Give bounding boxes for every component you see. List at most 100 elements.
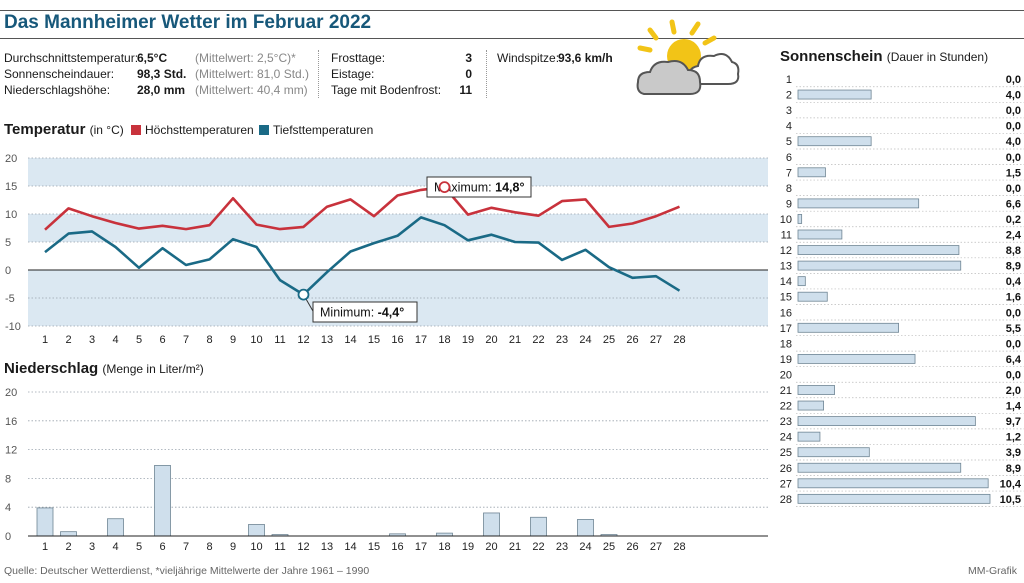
stat-value-avg-temp: 6,5°C: [137, 51, 168, 65]
stats-separator: [318, 50, 319, 98]
precip-xtick-label: 2: [65, 541, 71, 553]
sunshine-bar: [797, 214, 803, 224]
precip-ytick-label: 4: [5, 502, 11, 514]
temperature-xtick-label: 27: [650, 334, 662, 346]
temperature-xtick-label: 9: [230, 334, 236, 346]
precip-title: Niederschlag (Menge in Liter/m²): [4, 360, 204, 377]
precip-xtick-label: 9: [230, 541, 236, 553]
minimum-marker: [297, 288, 310, 301]
precip-xtick-label: 20: [485, 541, 497, 553]
sunshine-day-label: 25: [780, 447, 792, 459]
stat-label-precip: Niederschlagshöhe:: [4, 83, 111, 97]
sunshine-day-label: 15: [780, 292, 792, 304]
temperature-ytick-label: 20: [5, 153, 17, 165]
temperature-ytick-label: 15: [5, 181, 17, 193]
temperature-xtick-label: 20: [485, 334, 497, 346]
sunshine-day-label: 23: [780, 416, 792, 428]
precip-xtick-label: 8: [206, 541, 212, 553]
credit: MM-Grafik: [968, 565, 1017, 577]
title-rule: [0, 38, 1024, 39]
source-note: Quelle: Deutscher Wetterdienst, *vieljäh…: [4, 565, 370, 577]
sunshine-value-label: 1,2: [1006, 432, 1021, 444]
maximum-marker: [438, 181, 451, 194]
temperature-band: [28, 158, 768, 186]
sunshine-value-label: 0,0: [1006, 183, 1021, 195]
precip-ytick-label: 8: [5, 473, 11, 485]
temperature-ytick-label: -5: [5, 293, 15, 305]
sunshine-value-label: 1,5: [1006, 167, 1021, 179]
temperature-xtick-label: 7: [183, 334, 189, 346]
temperature-xtick-label: 12: [297, 334, 309, 346]
temperature-xtick-label: 10: [250, 334, 262, 346]
sunshine-day-label: 14: [780, 276, 792, 288]
sunshine-day-label: 28: [780, 494, 792, 506]
sunshine-day-label: 1: [786, 74, 792, 86]
sunshine-bar: [797, 245, 960, 255]
temperature-title-text: Temperatur: [4, 121, 86, 138]
sunshine-day-label: 7: [786, 167, 792, 179]
stat-label-sunshine: Sonnenscheindauer:: [4, 67, 115, 81]
precip-xtick-label: 10: [250, 541, 262, 553]
sunshine-bar: [797, 89, 872, 100]
stat-mean-avg-temp: (Mittelwert: 2,5°C)*: [195, 51, 296, 65]
sunshine-bar: [797, 478, 989, 489]
sunshine-value-label: 9,7: [1006, 416, 1021, 428]
sunshine-bar: [797, 322, 899, 333]
legend-low: Tiefsttemperaturen: [259, 123, 373, 137]
low-temperature-line: [44, 216, 681, 296]
stats-separator: [486, 50, 487, 98]
minimum-box: [312, 301, 418, 323]
sunshine-chart: 1 0,0 2 4,0 3 0,0 4 0,0 5 4,0 6 0,0 7 1,5 8 0,0 9 6,6 10 0,…: [780, 74, 1024, 507]
sunshine-day-label: 21: [780, 385, 792, 397]
precip-title-text: Niederschlag: [4, 360, 99, 377]
page-title: Das Mannheimer Wetter im Februar 2022: [4, 12, 372, 33]
precip-xtick-label: 27: [650, 541, 662, 553]
sunshine-day-label: 10: [780, 214, 792, 226]
stat-mean-precip: (Mittelwert: 40,4 mm): [195, 83, 308, 97]
top-rule: [0, 10, 1024, 11]
sunshine-value-label: 0,0: [1006, 369, 1021, 381]
sunshine-day-label: 26: [780, 463, 792, 475]
sunshine-bar: [797, 431, 821, 442]
temperature-xtick-label: 28: [673, 334, 685, 346]
sunshine-value-label: 0,0: [1006, 338, 1021, 350]
precip-xtick-label: 16: [391, 541, 403, 553]
sunshine-day-label: 27: [780, 478, 792, 490]
sunshine-bar: [797, 291, 828, 302]
precip-bar: [154, 465, 171, 537]
sunshine-bar: [797, 353, 916, 364]
precip-bar: [248, 524, 265, 537]
temperature-xtick-label: 19: [462, 334, 474, 346]
temperature-xtick-label: 16: [391, 334, 403, 346]
sunshine-bar: [797, 493, 991, 504]
stat-value-ice-days: 0: [465, 67, 472, 81]
temperature-xtick-label: 21: [509, 334, 521, 346]
precip-bar: [577, 519, 594, 537]
precip-xtick-label: 21: [509, 541, 521, 553]
precip-ytick-label: 20: [5, 387, 17, 399]
sunshine-value-label: 0,0: [1006, 307, 1021, 319]
sunshine-day-label: 16: [780, 307, 792, 319]
sunshine-day-label: 4: [786, 121, 792, 133]
sunshine-value-label: 10,5: [1000, 494, 1021, 506]
sunshine-day-label: 18: [780, 338, 792, 350]
precip-bar: [60, 531, 77, 537]
precip-ytick-label: 16: [5, 416, 17, 428]
sunshine-day-label: 8: [786, 183, 792, 195]
sunshine-bar: [797, 416, 976, 427]
precip-xtick-label: 14: [344, 541, 356, 553]
legend-high: Höchsttemperaturen: [131, 123, 254, 137]
temperature-xtick-label: 23: [556, 334, 568, 346]
sunshine-bar: [797, 198, 920, 209]
precip-xtick-label: 24: [579, 541, 591, 553]
precip-xtick-label: 19: [462, 541, 474, 553]
precip-xtick-label: 13: [321, 541, 333, 553]
sunshine-value-label: 5,5: [1006, 323, 1021, 335]
stat-label-frost-days: Frosttage:: [331, 51, 386, 65]
temperature-xtick-label: 26: [626, 334, 638, 346]
temperature-xtick-label: 15: [368, 334, 380, 346]
precip-bar: [530, 516, 547, 537]
temperature-xtick-label: 8: [206, 334, 212, 346]
